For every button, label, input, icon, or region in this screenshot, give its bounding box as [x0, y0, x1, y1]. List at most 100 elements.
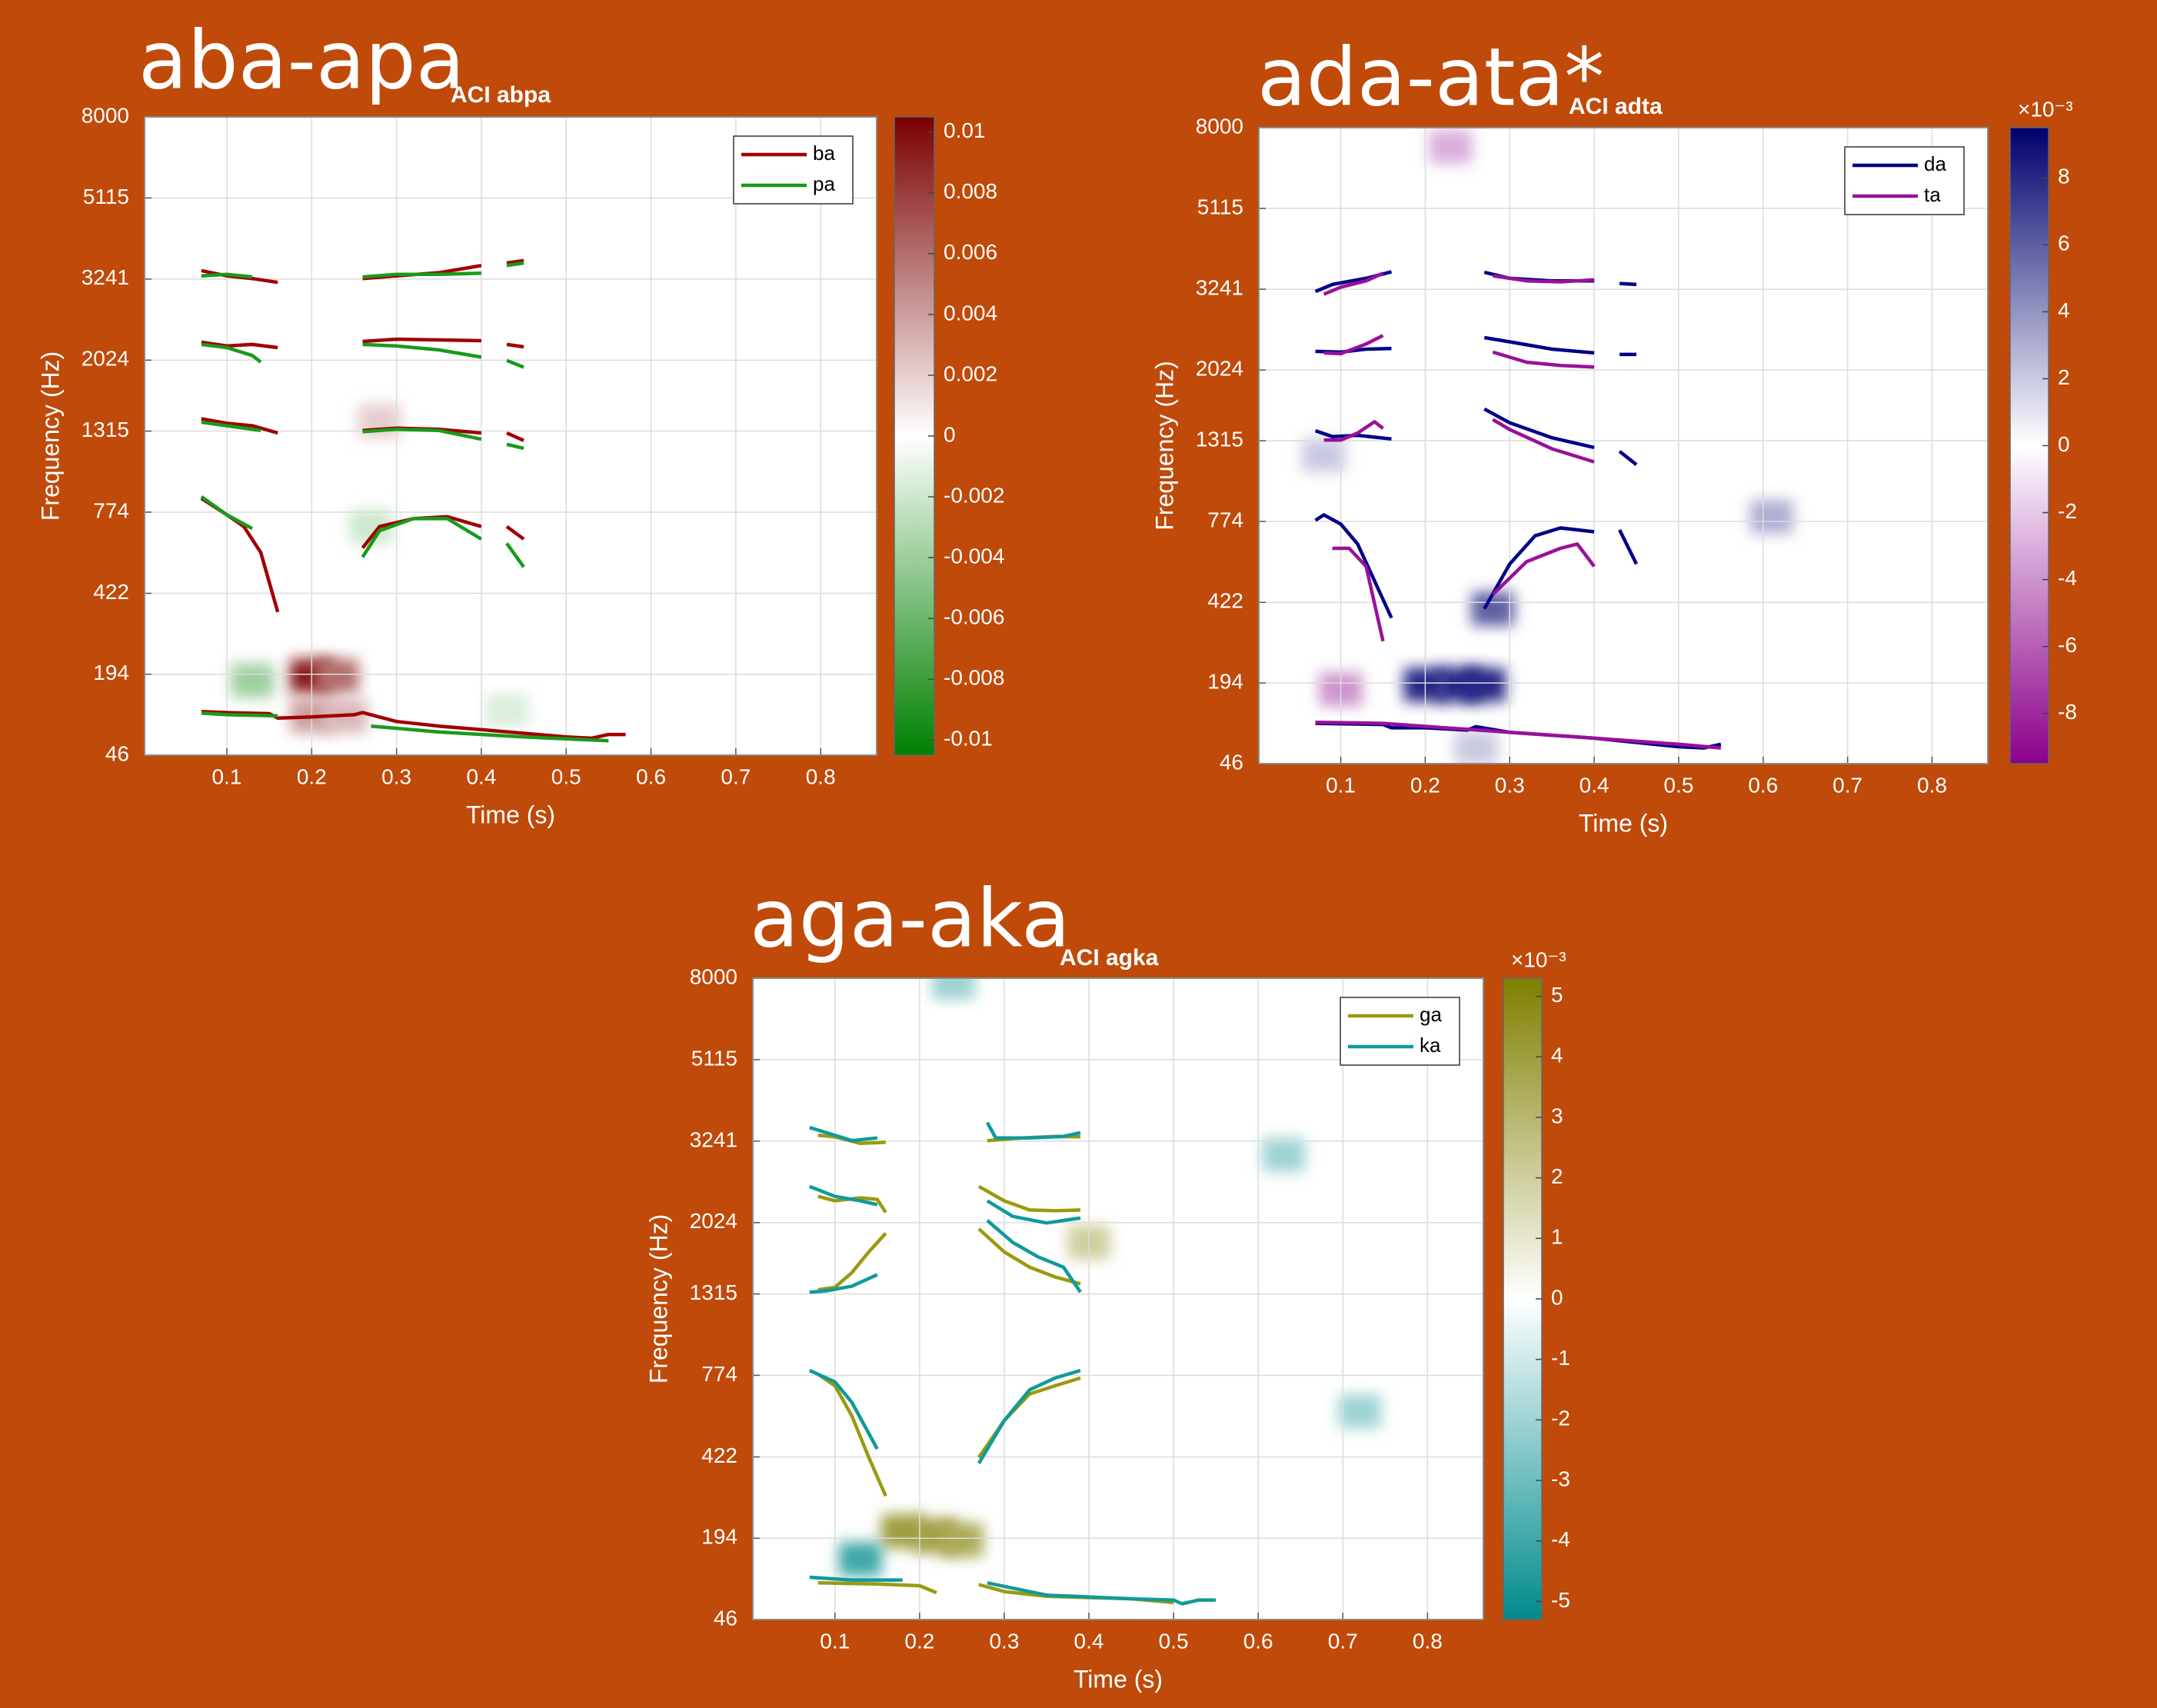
colorbar-tick-label: -6: [2058, 633, 2077, 657]
x-tick-label: 0.3: [381, 764, 411, 788]
x-tick-label: 0.2: [297, 764, 327, 788]
panel-subtitle: ACI abpa: [451, 82, 551, 108]
panel-title: aba-apa: [138, 13, 464, 107]
y-tick-label: 774: [1207, 508, 1243, 531]
y-tick-label: 2024: [82, 347, 129, 371]
y-tick-label: 5115: [1197, 195, 1243, 218]
y-tick-label: 422: [701, 1443, 737, 1467]
x-tick-label: 0.1: [212, 764, 242, 788]
x-axis-label: Time (s): [466, 801, 555, 828]
y-tick-label: 5115: [83, 185, 129, 208]
heat-cell: [1749, 499, 1793, 534]
y-tick-label: 2024: [1196, 357, 1243, 381]
x-tick-label: 0.8: [1917, 773, 1947, 797]
plot-area: [753, 978, 1483, 1620]
colorbar-tick-label: -5: [1551, 1588, 1570, 1612]
heat-cell: [838, 1542, 882, 1576]
colorbar-exponent: ×10⁻³: [2018, 97, 2073, 121]
formant-line: [200, 261, 609, 743]
legend-label: ka: [1420, 1034, 1441, 1057]
colorbar-tick-label: -4: [1551, 1527, 1570, 1551]
colorbar-exponent: ×10⁻³: [1511, 947, 1566, 971]
formant-line: [808, 1121, 1217, 1606]
legend-label: da: [1924, 152, 1946, 175]
x-tick-label: 0.6: [636, 764, 666, 788]
legend-label: ba: [813, 142, 835, 165]
y-tick-label: 1315: [82, 418, 129, 441]
heat-cell: [931, 978, 975, 1000]
x-tick-label: 0.4: [1579, 773, 1609, 797]
y-tick-label: 46: [714, 1606, 737, 1630]
heat-cell: [485, 693, 529, 727]
heat-cell: [1471, 591, 1515, 626]
y-tick-label: 46: [1220, 750, 1243, 774]
x-tick-label: 0.5: [551, 764, 581, 788]
heat-cell: [1463, 668, 1506, 702]
colorbar-tick-label: 0: [1551, 1285, 1563, 1309]
legend-label: ta: [1924, 183, 1941, 206]
y-tick-label: 5115: [691, 1046, 737, 1070]
panel-title: ada-ata*: [1257, 30, 1604, 124]
plot-area: [1259, 128, 1988, 764]
panel-subtitle: ACI agka: [1060, 945, 1159, 971]
legend-box: [733, 135, 854, 205]
y-tick-label: 46: [105, 741, 129, 765]
x-tick-label: 0.6: [1748, 773, 1778, 797]
colorbar-tick-label: 0: [2058, 432, 2070, 456]
heat-cell: [1262, 1137, 1306, 1172]
x-tick-label: 0.8: [1413, 1629, 1443, 1653]
x-tick-label: 0.4: [1074, 1629, 1104, 1653]
heat-cell: [231, 664, 275, 698]
colorbar-tick-label: 1: [1551, 1225, 1563, 1249]
y-tick-label: 8000: [82, 103, 129, 127]
colorbar-tick-label: -0.01: [944, 727, 993, 751]
y-tick-label: 2024: [690, 1209, 737, 1233]
colorbar-tick-label: -0.002: [944, 483, 1004, 507]
panel-title: aga-aka: [750, 871, 1070, 965]
y-axis-label: Frequency (Hz): [36, 351, 64, 521]
colorbar-tick-label: 0.008: [944, 179, 997, 203]
x-tick-label: 0.1: [1326, 773, 1356, 797]
colorbar-tick-label: -0.008: [944, 666, 1004, 690]
y-tick-label: 3241: [1196, 275, 1243, 299]
x-tick-label: 0.5: [1663, 773, 1693, 797]
legend-box: [1340, 997, 1460, 1066]
colorbar-tick-label: -2: [2058, 499, 2077, 523]
y-tick-label: 774: [701, 1362, 737, 1386]
plot-frame: [144, 116, 877, 756]
colorbar-tick-label: 0.006: [944, 240, 997, 264]
x-tick-label: 0.7: [721, 764, 751, 788]
y-tick-label: 1315: [690, 1280, 737, 1304]
colorbar-tick-label: -0.004: [944, 544, 1004, 568]
colorbar-tick-label: 0.004: [944, 301, 997, 325]
colorbar-tick-label: 2: [2058, 365, 2070, 389]
x-tick-label: 0.7: [1832, 773, 1862, 797]
x-tick-label: 0.3: [1495, 773, 1525, 797]
y-tick-label: 194: [1207, 670, 1243, 694]
colorbar-tick-label: 5: [1551, 983, 1563, 1007]
colorbar: [2009, 127, 2049, 764]
x-tick-label: 0.6: [1243, 1629, 1273, 1653]
y-axis-label: Frequency (Hz): [1150, 361, 1178, 531]
colorbar-tick-label: 0.01: [944, 118, 986, 142]
panel-subtitle: ACI adta: [1569, 94, 1663, 119]
colorbar-tick-label: -3: [1551, 1467, 1570, 1490]
heat-cell: [315, 659, 359, 694]
y-axis-label: Frequency (Hz): [644, 1214, 672, 1384]
colorbar-tick-label: 2: [1551, 1164, 1563, 1188]
y-tick-label: 422: [1207, 589, 1243, 613]
plot-frame: [1258, 127, 1989, 764]
heat-cell: [1429, 129, 1473, 164]
y-tick-label: 8000: [1196, 114, 1243, 138]
plot-frame: [752, 977, 1484, 1620]
y-tick-label: 422: [93, 580, 129, 604]
x-axis-label: Time (s): [1579, 809, 1668, 837]
colorbar-tick-label: 4: [1551, 1044, 1563, 1067]
formant-line: [1315, 271, 1722, 750]
x-tick-label: 0.1: [820, 1629, 850, 1653]
y-tick-label: 3241: [690, 1127, 737, 1151]
colorbar-tick-label: 6: [2058, 231, 2070, 255]
